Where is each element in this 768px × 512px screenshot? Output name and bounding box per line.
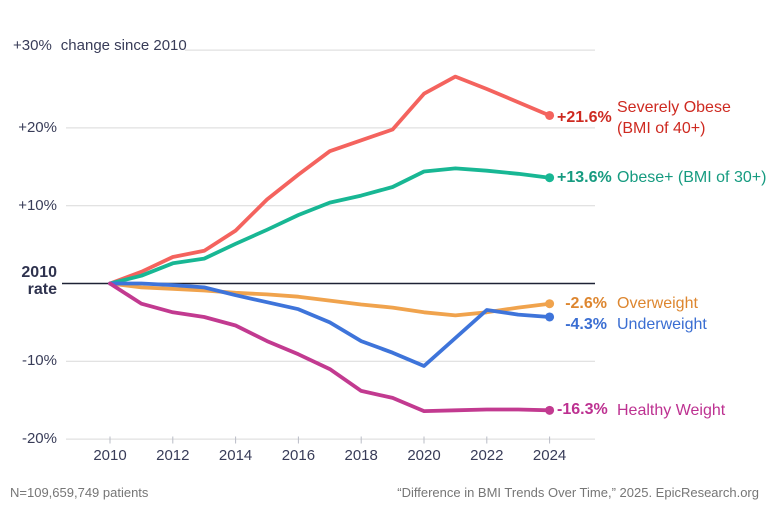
baseline-label: 2010 rate (0, 264, 57, 298)
line-severely-obese (108, 74, 552, 286)
y-tick-label--10: -10% (21, 352, 57, 370)
baseline-label-line1: 2010 (21, 264, 57, 281)
x-tick-label-2018: 2018 (344, 447, 378, 464)
y-axis-top-label: +30% change since 2010 (13, 37, 187, 54)
x-tick-label-2014: 2014 (218, 447, 253, 464)
series-value-obese-plus: +13.6% (557, 168, 612, 186)
y-tick-label-10: +10% (18, 196, 57, 214)
series-name-underweight: Underweight (617, 316, 707, 334)
x-tick-label-2024: 2024 (532, 447, 567, 464)
series-label-overweight: -2.6% Overweight (557, 293, 698, 314)
series-value-overweight: -2.6% (565, 294, 607, 312)
sample-size-note: N=109,659,749 patients (10, 485, 149, 500)
x-tick-label-2016: 2016 (281, 447, 316, 464)
series-value-underweight: -4.3% (565, 315, 607, 333)
series-label-obese-plus: +13.6% Obese+ (BMI of 30+) (557, 167, 766, 188)
series-name-severely-obese: Severely Obese (BMI of 40+) (617, 98, 731, 137)
series-label-underweight: -4.3% Underweight (557, 314, 707, 335)
line-underweight (108, 281, 552, 368)
x-tick-label-2022: 2022 (470, 447, 504, 464)
line-overweight (108, 281, 552, 318)
series-name-healthy-weight: Healthy Weight (617, 401, 726, 419)
x-tick-label-2020: 2020 (407, 447, 441, 464)
x-tick-label-2012: 2012 (156, 447, 190, 464)
axis-title: change since 2010 (60, 37, 187, 54)
series-value-healthy-weight: -16.3% (557, 401, 608, 419)
series-label-healthy-weight: -16.3% Healthy Weight (557, 400, 725, 421)
endpoint-underweight (545, 312, 555, 322)
series-name-obese-plus: Obese+ (BMI of 30+) (617, 169, 767, 187)
endpoint-obese-plus (545, 173, 555, 183)
endpoint-overweight (545, 299, 555, 309)
y-tick-label-20: +20% (18, 118, 57, 136)
series-name-overweight: Overweight (617, 295, 698, 313)
x-tick-label-2010: 2010 (93, 447, 127, 464)
endpoint-severely-obese (545, 110, 555, 120)
y-tick-label-30: +30% (13, 37, 52, 54)
endpoint-healthy-weight (545, 405, 555, 415)
series-value-severely-obese: +21.6% (557, 108, 612, 126)
baseline-label-line2: rate (27, 281, 57, 298)
source-citation: “Difference in BMI Trends Over Time,” 20… (397, 485, 759, 500)
series-label-severely-obese: +21.6% Severely Obese (BMI of 40+) (557, 97, 731, 139)
line-obese-plus (108, 166, 552, 286)
y-tick-label--20: -20% (21, 430, 57, 448)
line-healthy-weight (108, 281, 552, 414)
